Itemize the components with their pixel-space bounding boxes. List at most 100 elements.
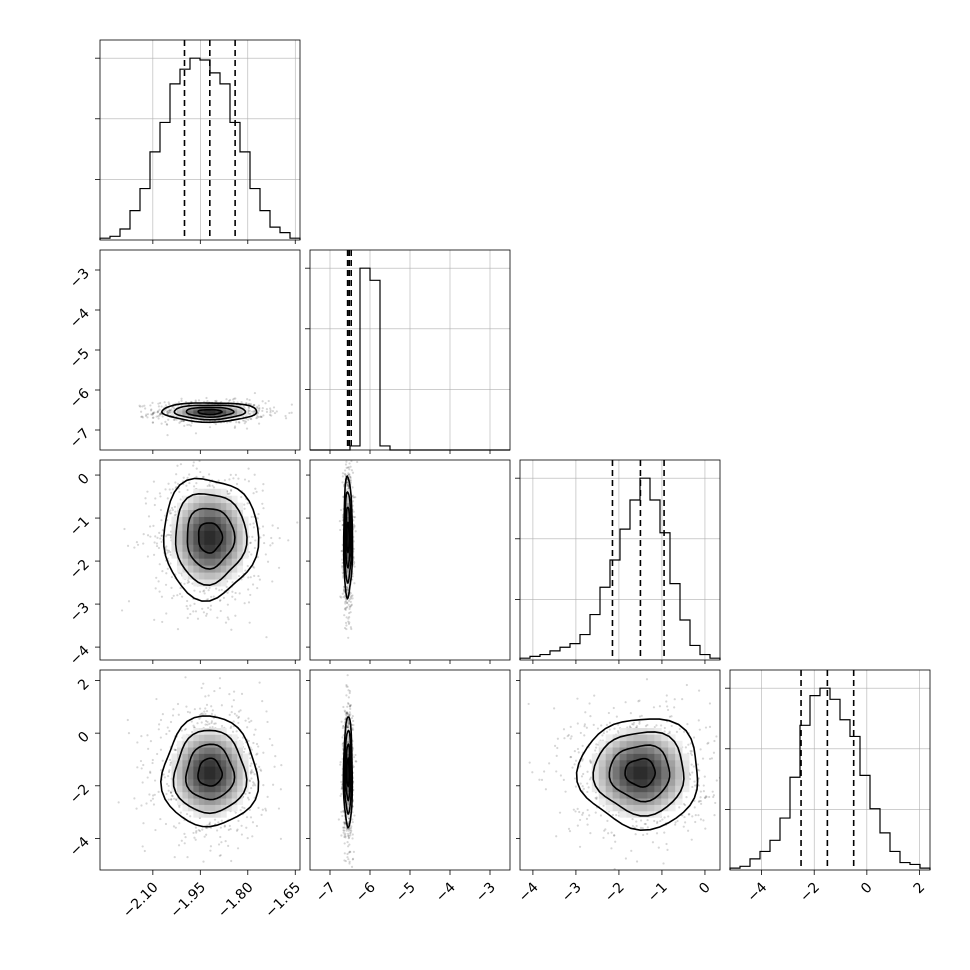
sample-point <box>226 454 228 456</box>
sample-point <box>230 859 233 863</box>
sample-point <box>353 524 356 528</box>
sample-point <box>177 401 181 404</box>
density-cell <box>204 785 211 793</box>
density-cell <box>198 804 205 812</box>
density-cell <box>209 791 216 799</box>
sample-point <box>219 599 222 602</box>
sample-point <box>160 534 164 537</box>
sample-point <box>349 831 352 834</box>
sample-point <box>253 473 256 476</box>
sample-point <box>253 782 256 785</box>
density-cell <box>231 759 238 767</box>
sample-point <box>166 567 169 570</box>
contour-line <box>197 522 224 554</box>
sample-point <box>172 418 175 421</box>
hist-panel-3 <box>725 669 931 871</box>
density-cell <box>347 551 349 559</box>
sample-point <box>156 411 159 414</box>
density-cell <box>226 509 233 517</box>
sample-point <box>204 712 207 716</box>
density-cell <box>193 537 200 545</box>
sample-point <box>271 580 274 583</box>
density-cell <box>209 798 216 805</box>
density-cell <box>215 798 222 805</box>
sample-point <box>353 582 356 585</box>
sample-point <box>350 469 354 472</box>
sample-point <box>183 832 186 835</box>
density-cell <box>231 551 238 559</box>
sample-point <box>218 589 221 592</box>
density-cell <box>193 516 200 524</box>
sample-point <box>173 797 176 800</box>
sample-point <box>194 826 198 829</box>
sample-point <box>254 539 257 542</box>
density-cell <box>348 516 349 524</box>
density-cell <box>237 772 244 780</box>
contour-line <box>346 521 350 554</box>
sample-point <box>252 522 255 525</box>
sample-point <box>252 526 256 529</box>
density-cell <box>198 798 205 805</box>
sample-point <box>249 412 252 415</box>
sample-point <box>260 769 263 772</box>
sample-point <box>209 845 213 848</box>
sample-point <box>238 592 241 595</box>
sample-point <box>192 461 195 464</box>
sample-point <box>353 561 356 564</box>
density-cell <box>349 558 351 566</box>
sample-point <box>339 528 342 532</box>
density-cell <box>220 416 227 418</box>
sample-point <box>208 586 211 589</box>
sample-point <box>232 690 236 693</box>
sample-point <box>349 479 353 482</box>
sample-point <box>352 850 356 853</box>
density-cell <box>182 417 189 420</box>
sample-point <box>169 553 172 556</box>
sample-point <box>159 817 162 821</box>
density-cell <box>231 414 238 416</box>
density-cell <box>193 416 200 418</box>
density-cell <box>187 516 194 524</box>
density-cell <box>346 565 348 573</box>
density-cell <box>231 791 238 799</box>
sample-point <box>210 712 214 715</box>
density-cell <box>193 785 200 793</box>
sample-point <box>156 411 159 414</box>
sample-point <box>151 413 154 416</box>
sample-point <box>174 798 178 801</box>
sample-point <box>250 762 253 765</box>
sample-point <box>342 725 345 728</box>
sample-point <box>341 472 344 475</box>
sample-point <box>256 407 259 410</box>
sample-point <box>141 781 144 784</box>
sample-point <box>150 413 153 416</box>
sample-point <box>261 407 264 410</box>
sample-point <box>184 400 188 404</box>
sample-point <box>345 711 349 714</box>
sample-point <box>341 571 344 574</box>
sample-point <box>234 598 237 601</box>
density-cell <box>231 572 238 580</box>
sample-point <box>240 692 244 695</box>
density-cell <box>171 766 178 774</box>
sample-point <box>141 405 144 408</box>
density-cell <box>242 766 249 774</box>
sample-point <box>198 460 201 463</box>
density-cell <box>204 579 211 587</box>
sample-point <box>154 535 157 538</box>
density-cell <box>242 551 249 559</box>
sample-point <box>194 399 197 402</box>
density-cell <box>204 747 211 754</box>
sample-point <box>207 606 210 610</box>
density-cell <box>182 544 189 552</box>
sample-point <box>253 733 256 736</box>
density-cell <box>215 405 222 407</box>
sample-point <box>346 712 349 715</box>
density-cell <box>176 509 183 517</box>
density-cell <box>193 779 200 786</box>
sample-point <box>350 604 353 607</box>
sample-point <box>228 693 231 696</box>
sample-point <box>186 423 189 426</box>
density-cell <box>237 537 244 545</box>
